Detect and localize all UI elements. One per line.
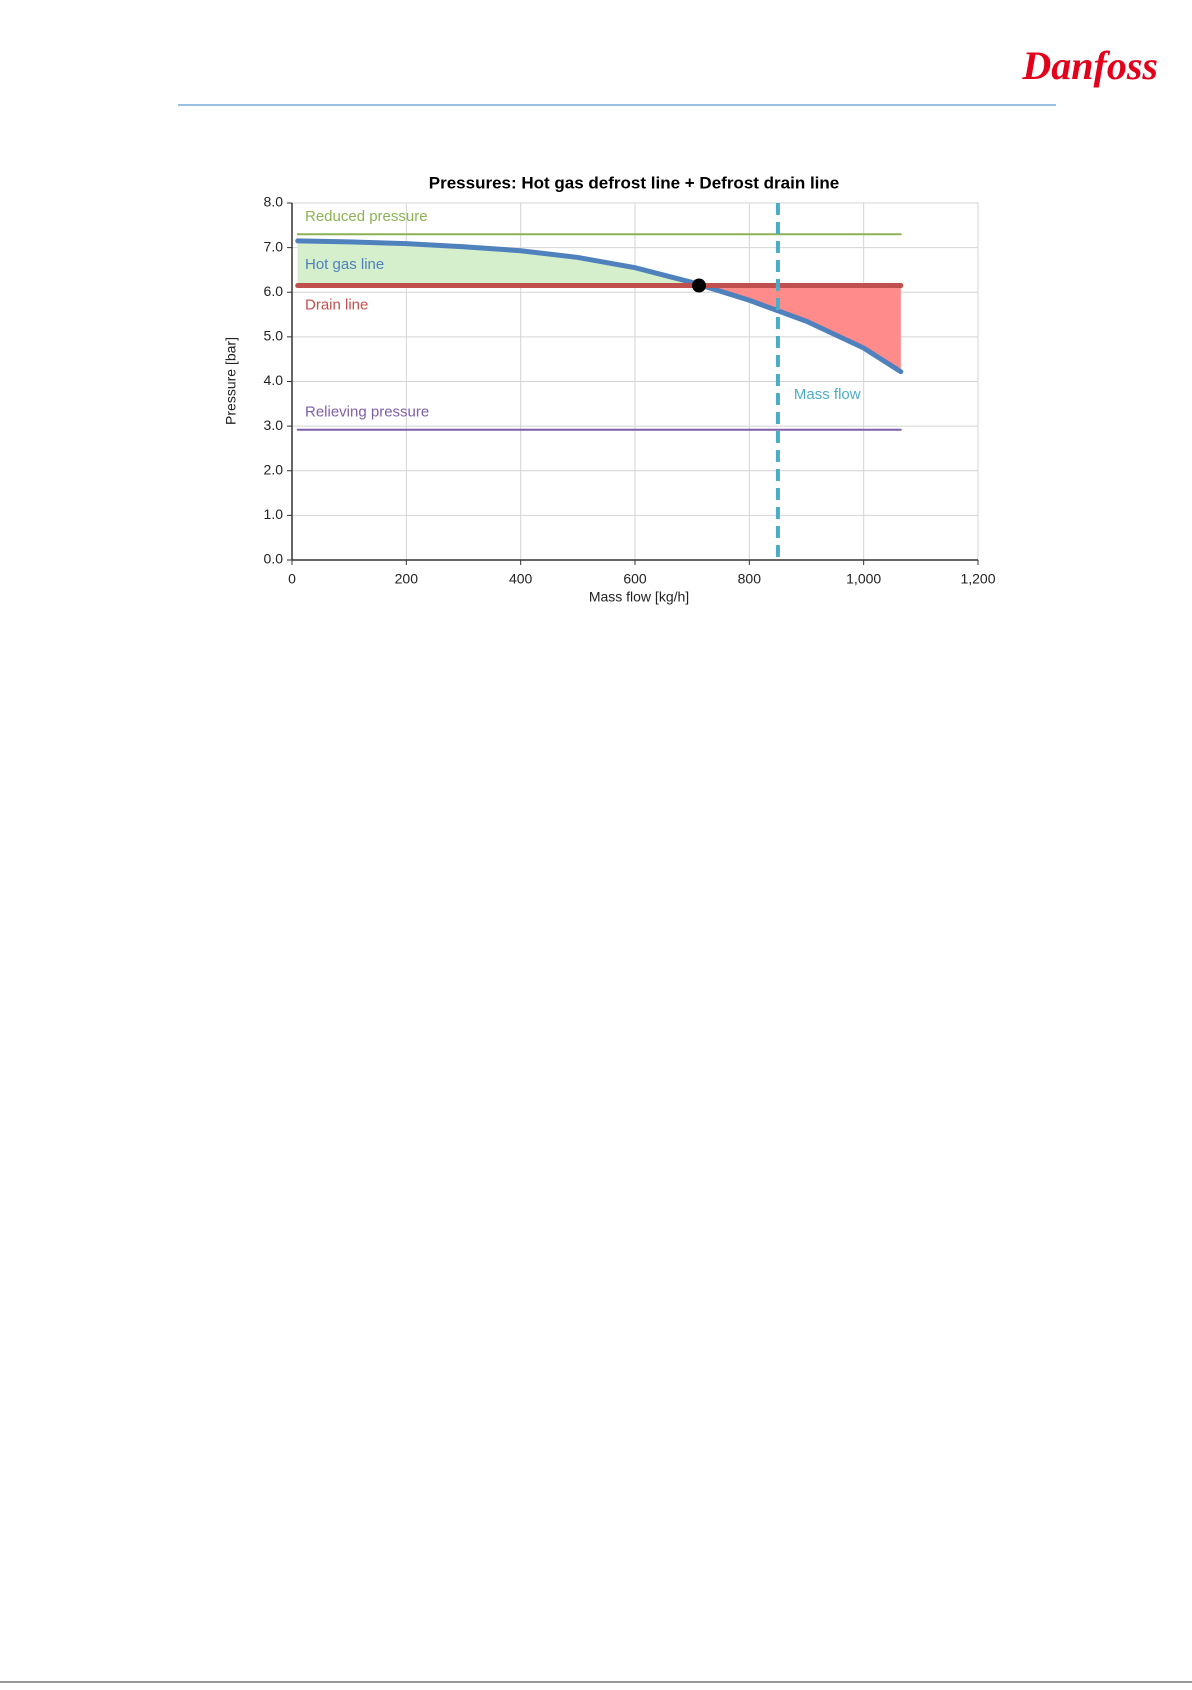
intersection-point: [692, 278, 707, 293]
y-tick-label: 2.0: [264, 461, 284, 477]
x-tick-label: 200: [395, 571, 419, 587]
x-tick-label: 400: [509, 571, 533, 587]
chart-title: Pressures: Hot gas defrost line + Defros…: [429, 173, 839, 192]
y-tick-label: 3.0: [264, 417, 284, 433]
x-tick-label: 800: [738, 571, 762, 587]
x-tick-label: 1,000: [846, 571, 881, 587]
series-label: Hot gas line: [305, 256, 384, 273]
x-tick-label: 0: [288, 571, 296, 587]
y-tick-label: 0.0: [264, 551, 284, 567]
y-tick-label: 5.0: [264, 328, 284, 344]
y-axis-label: Pressure [bar]: [223, 337, 239, 425]
y-tick-label: 1.0: [264, 506, 284, 522]
logo: Danfoss: [1021, 43, 1158, 88]
x-tick-label: 1,200: [960, 571, 995, 587]
series-label: Relieving pressure: [305, 404, 429, 421]
y-tick-label: 8.0: [264, 194, 284, 210]
x-axis-label: Mass flow [kg/h]: [589, 589, 689, 605]
y-tick-label: 6.0: [264, 283, 284, 299]
fill-area: [297, 285, 901, 372]
vline-label: Mass flow: [794, 386, 861, 403]
x-tick-label: 600: [623, 571, 647, 587]
plot: 0.0 1.0 2.0 3.0 4.0 5.0 6.0 7.0 8.0 0 200 400 600 800…: [264, 194, 996, 587]
y-tick-label: 7.0: [264, 238, 284, 254]
y-tick-label: 4.0: [264, 372, 284, 388]
series-line: [295, 238, 904, 375]
series-label: Reduced pressure: [305, 208, 428, 225]
series-label: Drain line: [305, 297, 368, 314]
